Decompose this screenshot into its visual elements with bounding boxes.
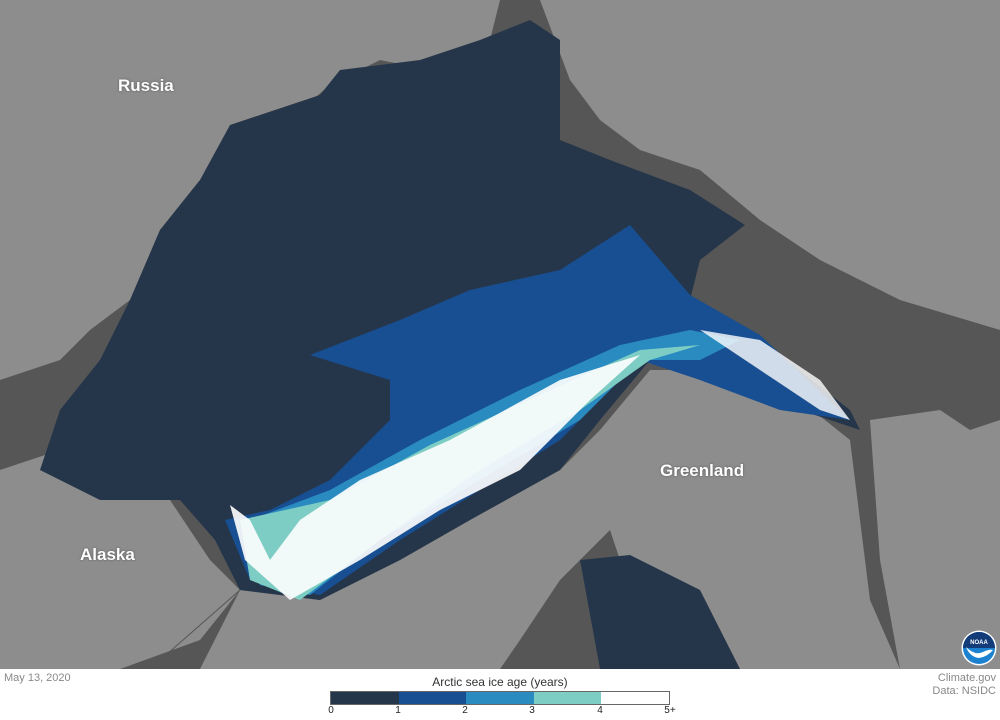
land-siberia-east bbox=[540, 0, 1000, 330]
legend-tick: 1 bbox=[395, 705, 401, 716]
legend-title: Arctic sea ice age (years) bbox=[432, 675, 568, 689]
legend-swatch-1-2 bbox=[398, 692, 467, 704]
legend-tick: 0 bbox=[328, 705, 334, 716]
legend-tick: 2 bbox=[462, 705, 468, 716]
legend-swatch-2-3 bbox=[466, 692, 534, 704]
land-east bbox=[870, 410, 1000, 669]
legend-tick: 3 bbox=[529, 705, 535, 716]
label-greenland: Greenland bbox=[660, 461, 745, 480]
legend-tick: 5+ bbox=[664, 705, 676, 716]
legend-tick: 4 bbox=[597, 705, 603, 716]
credit-label: Climate.gov bbox=[937, 672, 996, 684]
ice-5plus-east bbox=[700, 330, 850, 420]
svg-text:NOAA: NOAA bbox=[970, 640, 988, 646]
legend-swatch-3-4 bbox=[533, 692, 602, 704]
land-greenland bbox=[600, 370, 900, 669]
legend-colorbar bbox=[330, 691, 670, 705]
date-label: May 13, 2020 bbox=[4, 672, 71, 684]
baffin-bay bbox=[580, 555, 740, 669]
noaa-logo: NOAA bbox=[961, 630, 997, 666]
ice-5plus-years bbox=[230, 355, 640, 600]
land-russia bbox=[0, 0, 500, 380]
land-alaska bbox=[0, 450, 240, 669]
label-russia: Russia bbox=[118, 76, 174, 95]
label-alaska: Alaska bbox=[80, 545, 135, 564]
source-label: Data: NSIDC bbox=[932, 685, 996, 697]
sea-ice-map bbox=[0, 0, 1000, 669]
legend-swatch-0-1 bbox=[331, 692, 399, 704]
legend-swatch-4-5 bbox=[601, 692, 669, 704]
border-line bbox=[149, 589, 241, 669]
land-canada bbox=[200, 400, 680, 669]
